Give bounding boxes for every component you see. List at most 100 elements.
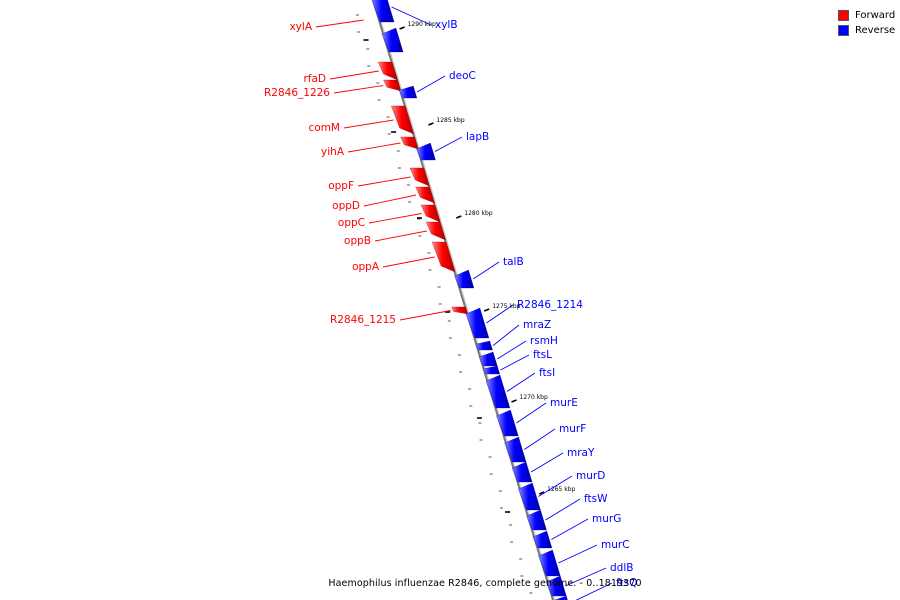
gene-leader-line: [363, 194, 417, 207]
gene-leader-line: [500, 354, 530, 371]
gene-leader-line: [343, 119, 394, 129]
gene-leader-line: [399, 310, 451, 321]
gene-label: murF: [559, 423, 586, 435]
reverse-gene-R2846_1214: [465, 307, 490, 339]
gene-leader-line: [333, 85, 384, 94]
reverse-gene-xylB: [371, 0, 395, 23]
reverse-gene-talB: [454, 269, 475, 289]
gene-leader-line: [357, 176, 411, 187]
reverse-gene-ftsW: [526, 509, 547, 531]
gene-leader-line: [382, 256, 435, 268]
kbp-tick-mark: [399, 26, 405, 30]
kbp-tick-label: 1275 kbp: [492, 303, 520, 310]
gene-leader-line: [530, 452, 564, 473]
gene-leader-line: [496, 340, 527, 360]
legend-reverse-label: Reverse: [855, 25, 896, 36]
gene-label: ftsW: [584, 493, 608, 505]
gene-label: murD: [576, 470, 605, 482]
gene-leader-line: [551, 518, 589, 540]
gene-leader-line: [524, 428, 556, 450]
gene-label: ddlB: [610, 562, 633, 574]
reverse-gene-ftsQ: [554, 595, 568, 600]
gene-label: xylB: [435, 19, 458, 31]
kbp-tick-label: 1270 kbp: [520, 394, 548, 401]
gene-leader-line: [416, 75, 446, 93]
reverse-gene-murD: [518, 482, 541, 511]
strand-legend: Forward Reverse: [838, 8, 895, 38]
forward-gene-oppF: [409, 167, 430, 187]
gene-label: murG: [592, 513, 621, 525]
gene-leader-line: [506, 372, 536, 392]
gene-label: talB: [503, 256, 524, 268]
kbp-tick-label: 1280 kbp: [464, 210, 492, 217]
gene-leader-line: [516, 402, 547, 424]
gene-labels: xylA rfaD R2846_1226 comM yihA oppF oppD oppC op…: [264, 6, 637, 600]
gene-label: rfaD: [303, 73, 326, 85]
kbp-tick-mark: [428, 122, 434, 126]
gene-label: comM: [309, 122, 341, 134]
gene-label: oppB: [344, 235, 371, 247]
kbp-tick-label: 1285 kbp: [436, 117, 464, 124]
gene-leader-line: [545, 498, 581, 521]
legend-forward: Forward: [838, 8, 895, 23]
gene-features: [371, 0, 568, 600]
reverse-gene-murE: [496, 409, 519, 437]
reverse-gene-murC: [538, 549, 561, 577]
gene-label: R2846_1214: [517, 299, 583, 311]
gene-leader-line: [486, 304, 514, 324]
legend-reverse: Reverse: [838, 23, 895, 38]
reverse-gene-mraY: [511, 461, 533, 483]
forward-gene-oppB: [425, 221, 446, 241]
forward-gene-comM: [391, 105, 414, 135]
gene-label: ftsQ: [616, 577, 637, 589]
kbp-ticks: 1290 kbp 1285 kbp 1280 kbp 1275 kbp 1270 kbp…: [399, 21, 576, 495]
kbp-tick-mark: [483, 308, 490, 312]
reverse-swatch: [838, 25, 849, 36]
gene-label: murE: [550, 397, 578, 409]
kbp-tick-mark: [538, 491, 545, 495]
gene-label: deoC: [449, 70, 476, 82]
reverse-gene-ftsL: [483, 365, 500, 375]
gene-label: oppC: [338, 217, 365, 229]
forward-gene-rfaD: [377, 61, 398, 81]
gene-label: ftsL: [533, 349, 552, 361]
reverse-gene-xylB-part: [381, 27, 404, 53]
gene-leader-line: [374, 230, 427, 242]
forward-swatch: [838, 10, 849, 21]
gene-leader-line: [472, 261, 500, 280]
gene-leader-line: [492, 324, 520, 346]
gene-label: yihA: [321, 146, 345, 158]
reverse-gene-murF: [504, 436, 527, 463]
gene-label: rsmH: [530, 335, 558, 347]
gene-leader-line: [391, 6, 432, 26]
gene-leader-line: [434, 136, 463, 152]
gene-label: lapB: [466, 131, 489, 143]
kbp-tick-mark: [511, 399, 517, 403]
gene-leader-line: [565, 567, 607, 587]
gene-label: R2846_1215: [330, 314, 396, 326]
gene-label: R2846_1226: [264, 87, 330, 99]
gene-leader-line: [368, 213, 422, 224]
legend-forward-label: Forward: [855, 10, 896, 21]
gene-leader-line: [315, 19, 364, 28]
reverse-gene-deoC: [399, 85, 418, 99]
gene-label: mraY: [567, 447, 595, 459]
forward-gene-oppA: [431, 241, 456, 273]
gene-leader-line: [347, 142, 401, 153]
genome-caption: Haemophilus influenzae R2846, complete g…: [0, 578, 900, 589]
gene-label: mraZ: [523, 319, 551, 331]
gene-label: oppF: [328, 180, 354, 192]
gene-label: murC: [601, 539, 630, 551]
genome-caption-text: Haemophilus influenzae R2846, complete g…: [328, 578, 642, 589]
gene-label: oppA: [352, 261, 380, 273]
gene-leader-line: [558, 544, 598, 564]
reverse-gene-lapB: [416, 142, 436, 161]
kbp-tick-label: 1290 kbp: [408, 21, 436, 28]
forward-gene-oppD: [415, 186, 435, 204]
gene-leader-line: [538, 475, 573, 497]
reverse-gene-murG: [532, 530, 553, 549]
gene-label: ftsI: [539, 367, 555, 379]
kbp-tick-label: 1265 kbp: [547, 486, 575, 493]
gene-leader-line: [329, 70, 379, 80]
